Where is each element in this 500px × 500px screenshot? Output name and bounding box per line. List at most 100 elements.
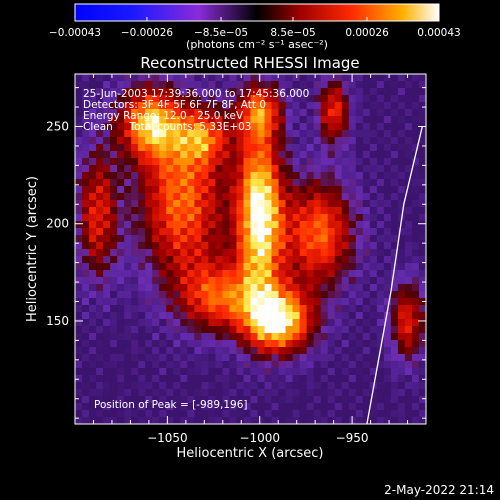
- heatmap-cell: [306, 88, 314, 96]
- heatmap-cell: [138, 193, 146, 201]
- heatmap-cell: [131, 389, 139, 397]
- heatmap-cell: [103, 284, 111, 292]
- heatmap-cell: [292, 235, 300, 243]
- heatmap-cell: [278, 354, 286, 362]
- heatmap-cell: [334, 193, 343, 201]
- heatmap-cell: [173, 214, 181, 222]
- heatmap-cell: [82, 137, 90, 145]
- heatmap-cell: [369, 172, 378, 180]
- heatmap-cell: [250, 179, 258, 187]
- heatmap-cell: [215, 144, 223, 152]
- heatmap-cell: [376, 88, 385, 96]
- heatmap-cell: [152, 361, 160, 369]
- heatmap-cell: [285, 298, 293, 306]
- heatmap-cell: [397, 396, 406, 404]
- heatmap-cell: [243, 88, 251, 96]
- heatmap-cell: [320, 277, 329, 285]
- heatmap-cell: [159, 109, 167, 117]
- heatmap-cell: [404, 249, 413, 257]
- heatmap-cell: [103, 403, 111, 411]
- heatmap-cell: [320, 74, 329, 82]
- heatmap-cell: [292, 95, 300, 103]
- heatmap-cell: [236, 396, 244, 404]
- heatmap-cell: [341, 368, 350, 376]
- heatmap-cell: [82, 410, 90, 418]
- heatmap-cell: [187, 256, 195, 264]
- heatmap-cell: [355, 277, 364, 285]
- heatmap-cell: [187, 368, 195, 376]
- heatmap-cell: [306, 347, 314, 355]
- heatmap-cell: [138, 291, 146, 299]
- heatmap-cell: [89, 270, 97, 278]
- heatmap-image: [75, 74, 426, 424]
- heatmap-cell: [271, 298, 279, 306]
- heatmap-cell: [208, 158, 216, 166]
- heatmap-cell: [397, 403, 406, 411]
- heatmap-cell: [376, 102, 385, 110]
- heatmap-cell: [418, 165, 426, 173]
- heatmap-cell: [418, 137, 426, 145]
- heatmap-cell: [222, 382, 230, 390]
- heatmap-cell: [250, 158, 258, 166]
- heatmap-cell: [397, 116, 406, 124]
- heatmap-cell: [201, 256, 209, 264]
- heatmap-cell: [180, 340, 188, 348]
- heatmap-cell: [404, 347, 413, 355]
- heatmap-cell: [355, 298, 364, 306]
- heatmap-cell: [390, 319, 399, 327]
- heatmap-cell: [327, 200, 336, 208]
- heatmap-cell: [187, 137, 195, 145]
- heatmap-cell: [257, 235, 265, 243]
- heatmap-cell: [215, 200, 223, 208]
- heatmap-cell: [229, 193, 237, 201]
- heatmap-cell: [166, 214, 174, 222]
- heatmap-cell: [285, 333, 293, 341]
- heatmap-cell: [180, 116, 188, 124]
- heatmap-cell: [166, 130, 174, 138]
- heatmap-cell: [75, 410, 83, 418]
- heatmap-cell: [222, 361, 230, 369]
- heatmap-cell: [299, 200, 307, 208]
- heatmap-cell: [411, 333, 420, 341]
- heatmap-cell: [299, 277, 307, 285]
- heatmap-cell: [257, 396, 265, 404]
- heatmap-cell: [411, 382, 420, 390]
- heatmap-cell: [271, 319, 279, 327]
- heatmap-cell: [222, 410, 230, 418]
- heatmap-cell: [187, 88, 195, 96]
- heatmap-cell: [138, 368, 146, 376]
- heatmap-cell: [411, 256, 420, 264]
- heatmap-cell: [341, 172, 350, 180]
- heatmap-cell: [117, 249, 125, 257]
- heatmap-cell: [397, 319, 406, 327]
- heatmap-cell: [138, 109, 146, 117]
- heatmap-cell: [264, 193, 272, 201]
- heatmap-cell: [264, 284, 272, 292]
- heatmap-cell: [348, 123, 357, 131]
- heatmap-cell: [201, 249, 209, 257]
- heatmap-cell: [292, 207, 300, 215]
- heatmap-cell: [145, 340, 153, 348]
- heatmap-cell: [264, 144, 272, 152]
- heatmap-cell: [75, 417, 83, 424]
- heatmap-cell: [376, 403, 385, 411]
- heatmap-cell: [117, 396, 125, 404]
- heatmap-cell: [117, 172, 125, 180]
- heatmap-cell: [348, 193, 357, 201]
- heatmap-cell: [166, 179, 174, 187]
- heatmap-cell: [82, 347, 90, 355]
- heatmap-cell: [201, 165, 209, 173]
- heatmap-cell: [348, 326, 357, 334]
- heatmap-cell: [348, 116, 357, 124]
- heatmap-cell: [173, 326, 181, 334]
- heatmap-cell: [341, 137, 350, 145]
- heatmap-cell: [383, 375, 392, 383]
- heatmap-cell: [257, 263, 265, 271]
- heatmap-cell: [152, 137, 160, 145]
- heatmap-cell: [306, 403, 314, 411]
- heatmap-cell: [355, 263, 364, 271]
- heatmap-cell: [264, 200, 272, 208]
- heatmap-cell: [103, 228, 111, 236]
- heatmap-cell: [145, 256, 153, 264]
- heatmap-cell: [390, 410, 399, 418]
